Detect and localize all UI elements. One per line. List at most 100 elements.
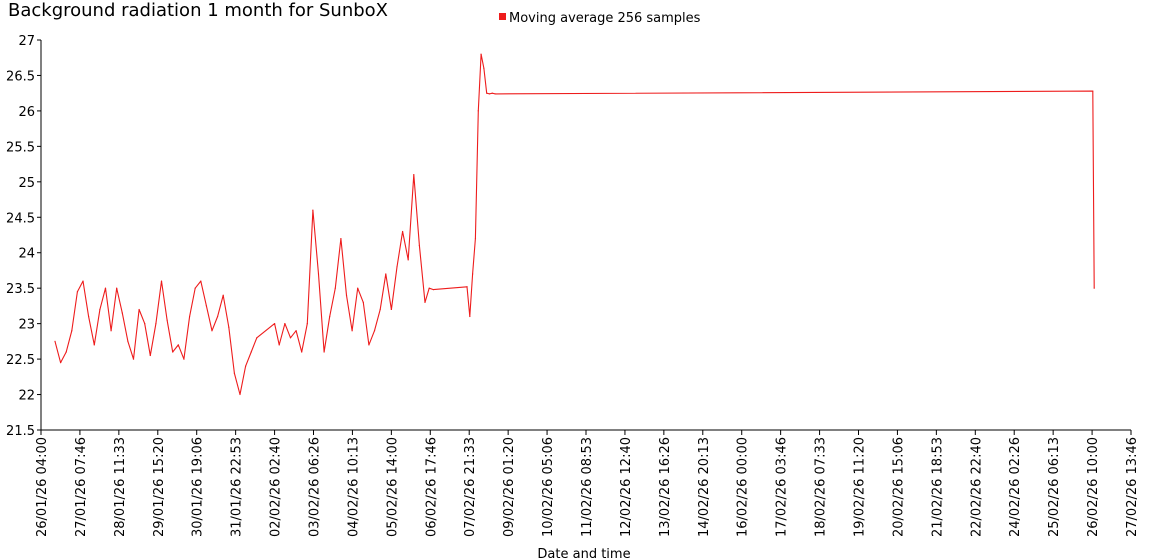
data-point (351, 330, 353, 332)
x-tick-label: 13/02/26 16:26 (658, 437, 673, 537)
x-tick-label: 03/02/26 06:26 (307, 437, 322, 537)
data-point (301, 351, 303, 353)
data-point (306, 323, 308, 325)
data-point (413, 174, 415, 176)
x-tick-label: 17/02/26 03:46 (775, 437, 790, 537)
series-group (54, 53, 1095, 396)
data-point (488, 93, 491, 95)
series-line-0 (54, 53, 1095, 396)
data-point (278, 344, 280, 346)
data-point (295, 330, 297, 332)
x-tick-label: 31/01/26 22:53 (230, 437, 245, 537)
x-tick-label: 05/02/26 14:00 (385, 437, 400, 537)
data-point (54, 340, 56, 342)
data-point (144, 323, 146, 325)
x-tick-label: 26/02/26 10:00 (1086, 437, 1101, 537)
y-tick-label: 24 (18, 247, 35, 262)
data-point (250, 351, 252, 353)
data-point (486, 92, 488, 94)
y-tick-label: 26 (18, 105, 35, 120)
data-point (216, 315, 219, 318)
data-point (71, 330, 73, 332)
y-tick-label: 25 (18, 176, 35, 191)
x-tick-label: 28/01/26 11:33 (113, 437, 128, 537)
x-tick-label: 02/02/26 02:40 (269, 437, 284, 537)
data-point (368, 344, 370, 346)
x-tick-label: 07/02/26 21:33 (463, 437, 478, 537)
data-point (160, 280, 163, 282)
x-tick-label: 26/01/26 04:00 (35, 437, 50, 537)
data-point (418, 245, 420, 247)
data-point (256, 337, 258, 339)
data-point (155, 323, 157, 325)
data-point (127, 340, 129, 342)
x-axis-label: Date and time (537, 547, 630, 560)
data-point (172, 351, 174, 353)
y-tick-label: 25.5 (6, 140, 35, 155)
data-point (76, 291, 79, 293)
legend-label: Moving average 256 samples (509, 11, 701, 26)
data-point (233, 372, 235, 374)
data-point (88, 315, 90, 318)
x-tick-label: 18/02/26 07:33 (814, 437, 829, 537)
data-point (1093, 287, 1095, 289)
data-point (82, 280, 84, 282)
x-tick-label: 21/02/26 18:53 (930, 437, 945, 537)
data-point (194, 287, 196, 289)
data-point (373, 330, 376, 332)
data-point (469, 315, 471, 318)
data-point (289, 337, 292, 339)
data-point (110, 330, 112, 332)
data-point (401, 230, 404, 233)
data-point (284, 323, 286, 325)
data-point (472, 273, 474, 275)
data-point (239, 393, 241, 396)
data-point (200, 280, 202, 282)
data-point (205, 305, 207, 307)
data-point (312, 209, 314, 211)
y-tick-label: 22 (18, 389, 35, 404)
data-point (211, 330, 213, 332)
x-tick-label: 27/02/26 13:46 (1125, 437, 1140, 537)
data-point (228, 326, 230, 328)
data-point (317, 273, 320, 275)
x-tick-label: 20/02/26 15:06 (891, 437, 906, 537)
data-point (494, 93, 496, 95)
y-tick-label: 23.5 (6, 282, 35, 297)
y-tick-label: 21.5 (6, 424, 35, 439)
data-point (177, 344, 179, 346)
data-point (323, 351, 325, 353)
data-point (132, 358, 135, 360)
x-tick-label: 25/02/26 06:13 (1047, 437, 1062, 537)
x-tick-label: 16/02/26 00:00 (736, 437, 751, 537)
data-point (432, 289, 435, 291)
data-point (407, 259, 409, 261)
y-tick-label: 24.5 (6, 211, 35, 226)
data-point (424, 301, 426, 303)
data-point (480, 53, 482, 55)
x-tick-label: 10/02/26 05:06 (541, 437, 556, 537)
data-point (104, 287, 107, 289)
data-point (477, 110, 479, 112)
y-tick-label: 22.5 (6, 353, 35, 368)
y-axis: 21.5 22 22.5 23 23.5 24 24.5 25 25.5 26 26.5 27 (6, 34, 42, 439)
x-tick-label: 24/02/26 02:26 (1008, 437, 1023, 537)
data-point (99, 308, 101, 311)
data-point (491, 92, 493, 94)
data-point (334, 287, 336, 289)
x-tick-label: 04/02/26 10:13 (346, 437, 361, 537)
data-point (149, 354, 151, 357)
legend-swatch (499, 13, 506, 20)
data-point (474, 237, 477, 240)
data-point (116, 287, 118, 289)
x-tick-label: 22/02/26 22:40 (969, 437, 984, 537)
data-point (428, 287, 430, 289)
data-point (1092, 90, 1094, 92)
y-tick-label: 23 (18, 318, 35, 333)
x-tick-label: 19/02/26 11:20 (853, 437, 868, 537)
data-point (273, 323, 276, 325)
data-point (222, 294, 224, 296)
data-point (340, 237, 342, 240)
legend: Moving average 256 samples (499, 11, 701, 26)
data-point (60, 362, 62, 364)
